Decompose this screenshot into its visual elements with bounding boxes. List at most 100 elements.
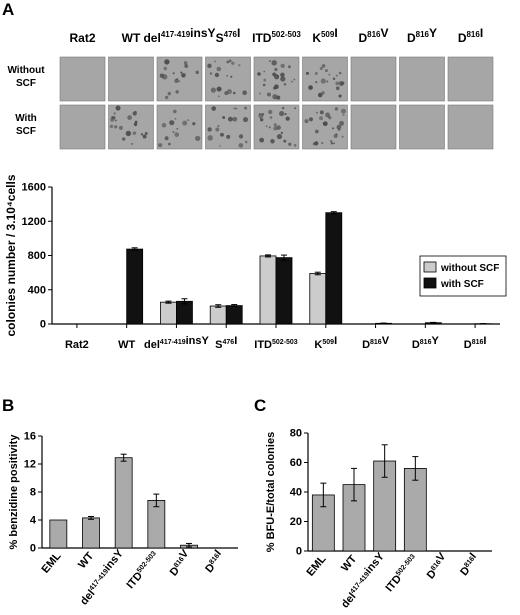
label-part: insY xyxy=(363,550,388,576)
label-part: I xyxy=(480,26,483,40)
y-tick-label: 60 xyxy=(290,457,302,469)
colony-dot xyxy=(317,92,323,98)
colony-dot xyxy=(217,125,220,128)
x-tick-label: ITD502-503 xyxy=(125,550,162,591)
dish-photo xyxy=(205,104,251,150)
colony-dot xyxy=(111,115,116,120)
colony-dot xyxy=(328,115,332,120)
colony-dot xyxy=(274,74,280,80)
colony-dot xyxy=(322,121,327,126)
colony-dot xyxy=(336,124,342,130)
label-part: ITD xyxy=(252,31,272,45)
label-part: I xyxy=(237,26,240,40)
colony-dot xyxy=(174,117,177,120)
colony-dot xyxy=(226,134,231,139)
x-tick-label: D816V xyxy=(422,550,452,581)
colony-dot xyxy=(324,69,328,73)
colony-dot xyxy=(338,94,342,98)
dish-photo xyxy=(59,56,106,102)
x-tick-label: EML xyxy=(40,550,64,576)
colony-dot xyxy=(195,135,201,142)
colony-dot xyxy=(333,142,335,145)
colony-dot xyxy=(294,107,297,110)
colony-dot xyxy=(226,60,230,64)
colony-dot xyxy=(321,64,326,68)
bar xyxy=(49,519,68,549)
label-part: D xyxy=(458,31,467,45)
colony-dot xyxy=(161,122,167,128)
colony-dot xyxy=(268,126,271,129)
colony-dot xyxy=(269,116,273,119)
colony-dot xyxy=(332,77,336,80)
label-part: insY xyxy=(190,26,215,40)
dish-photo-grid: Rat2 WT del417-419insY S476I ITD502-503 K509I… xyxy=(7,26,494,150)
colony-dot xyxy=(230,75,233,78)
colony-dot xyxy=(234,107,238,110)
dish-column-label: Rat2 xyxy=(69,31,95,45)
colony-dot xyxy=(330,142,334,145)
dish-column-label: K509I xyxy=(312,26,337,45)
colony-dot xyxy=(220,132,224,137)
label-part: I xyxy=(468,551,479,561)
label-part: Rat2 xyxy=(65,339,89,351)
colony-dot xyxy=(258,113,264,119)
colony-dot xyxy=(158,143,163,148)
dish-row-label: With xyxy=(15,113,37,124)
colony-dot xyxy=(214,60,217,63)
x-tick-label: D816I xyxy=(200,548,227,576)
colony-dot xyxy=(320,78,326,84)
colony-dot xyxy=(142,134,147,139)
colony-dot xyxy=(215,127,220,132)
colony-dot xyxy=(187,119,190,122)
x-tick-label: D816V xyxy=(362,335,390,351)
colony-dot xyxy=(182,120,188,126)
colony-dot xyxy=(113,112,116,115)
panel-letter-b: B xyxy=(2,396,14,415)
label-superscript: 816 xyxy=(466,30,480,39)
colony-dot xyxy=(226,89,232,95)
label-part: del xyxy=(143,31,160,45)
dish-column-label: D816I xyxy=(458,26,483,45)
x-tick-label: K509I xyxy=(314,335,337,351)
colony-dot xyxy=(335,86,340,91)
colony-dot xyxy=(334,107,339,111)
colony-dot xyxy=(268,60,271,62)
colony-dot xyxy=(259,137,265,143)
colony-dot xyxy=(265,125,268,128)
legend-swatch xyxy=(423,261,437,273)
y-tick-label: 400 xyxy=(28,284,46,296)
colony-dot xyxy=(328,73,331,76)
y-axis-label: % benzidine positivity xyxy=(8,434,20,550)
colony-dot xyxy=(119,125,123,130)
colony-dot xyxy=(238,143,244,148)
legend-label: without SCF xyxy=(440,263,499,274)
dish-column-label: ITD502-503 xyxy=(252,30,301,45)
label-part: WT xyxy=(122,31,141,45)
bar-with-scf xyxy=(325,212,343,325)
colony-dot xyxy=(180,71,183,74)
colony-dot xyxy=(195,70,199,75)
colony-dot xyxy=(288,142,292,146)
bar-without-scf xyxy=(160,301,177,325)
colony-dot xyxy=(263,78,267,82)
colony-dot xyxy=(304,119,309,124)
label-part: WT xyxy=(118,339,135,351)
x-tick-label: EML xyxy=(305,553,329,579)
dish-photo xyxy=(302,56,348,102)
colony-dot xyxy=(329,139,333,143)
x-tick-label: WT xyxy=(76,550,96,571)
label-part: I xyxy=(213,548,224,558)
label-superscript: 509 xyxy=(322,339,334,346)
label-part: D xyxy=(358,31,367,45)
dish-photo xyxy=(350,56,397,102)
colony-dot xyxy=(273,123,277,127)
dish-column-label: del417-419insY xyxy=(143,26,215,45)
label-part: I xyxy=(334,335,337,347)
colony-dot xyxy=(293,78,296,81)
colony-dot xyxy=(293,144,297,147)
colony-dot xyxy=(280,72,285,78)
colony-dot xyxy=(290,80,293,83)
colony-dot xyxy=(285,116,290,121)
dish-column-label: D816Y xyxy=(407,26,437,45)
